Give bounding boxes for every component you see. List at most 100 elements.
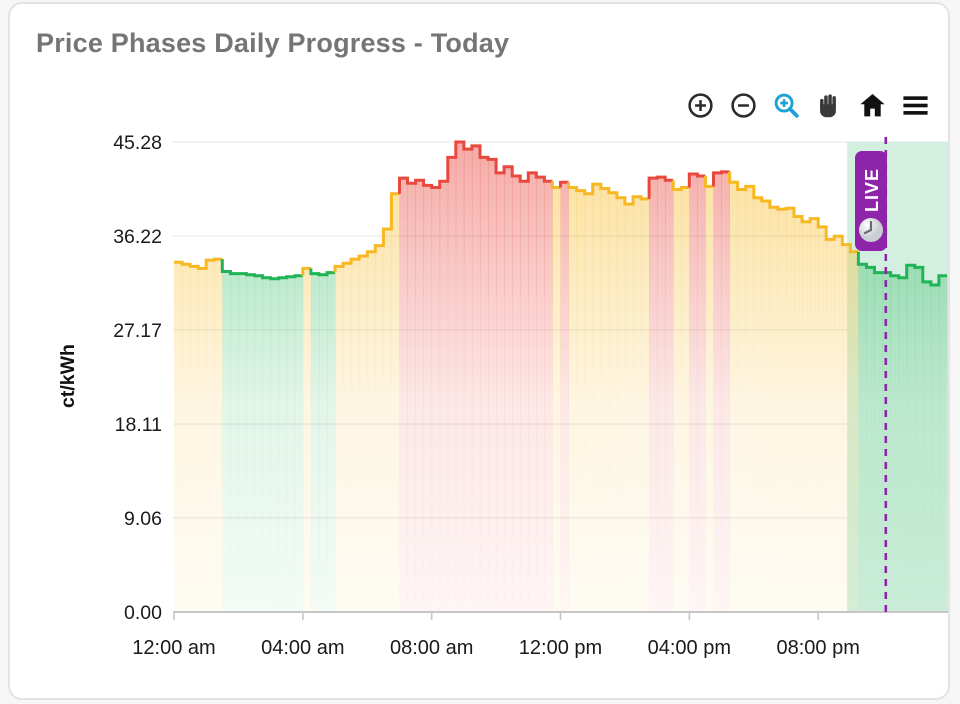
price-step-line-r [647, 175, 674, 199]
x-tick-label: 12:00 am [132, 637, 215, 659]
home-button[interactable] [855, 88, 889, 122]
price-fill-column [785, 208, 795, 612]
price-fill-column [262, 277, 272, 612]
pan-button[interactable] [812, 88, 846, 122]
price-fill-column [383, 228, 392, 612]
price-step-line-y [550, 181, 561, 189]
price-fill-column [689, 173, 698, 612]
chart-toolbar [683, 88, 932, 122]
price-fill-column [673, 189, 682, 613]
menu-button[interactable] [898, 88, 932, 122]
x-tick-label: 08:00 pm [776, 637, 859, 659]
price-fill-column [214, 259, 223, 612]
box-zoom-button[interactable] [769, 88, 803, 122]
price-fill-column [729, 182, 739, 612]
price-fill-column [834, 236, 843, 612]
price-fill-column [512, 176, 521, 612]
x-tick-label: 08:00 am [390, 637, 473, 659]
price-fill-column [230, 273, 239, 612]
price-fill-column [407, 183, 416, 613]
price-fill-column [810, 218, 819, 612]
y-tick-label: 45.28 [113, 132, 162, 154]
price-step-line-y [174, 257, 223, 270]
price-fill-column [842, 244, 851, 612]
price-fill-column [552, 187, 561, 612]
price-step-line-y [567, 182, 650, 206]
price-fill-column [496, 172, 505, 612]
price-fill-column [463, 149, 473, 613]
price-fill-column [794, 216, 803, 612]
price-fill-column [705, 186, 714, 613]
price-fill-column [632, 196, 642, 612]
price-fill-column [415, 180, 425, 612]
price-phases-chart[interactable]: 0.00 9.06 18.11 27.17 36.22 45.28 12:00 am 04:0… [10, 4, 950, 700]
y-axis-title: ct/kWh [57, 344, 79, 408]
price-fill-column [858, 264, 867, 612]
price-fill-column [584, 193, 594, 612]
price-step-line-y [333, 192, 400, 273]
live-badge-label: LIVE [862, 168, 882, 212]
zoom-in-button[interactable] [683, 88, 717, 122]
price-step-line-r [712, 170, 730, 187]
price-fill-column [745, 186, 755, 613]
price-fill-column [246, 274, 255, 612]
price-fill-column [681, 187, 690, 612]
price-fill-column [802, 221, 811, 612]
price-fill-column [310, 273, 320, 612]
price-fill-column [906, 265, 916, 612]
zoom-out-icon [730, 92, 756, 118]
price-fill-column [254, 275, 263, 612]
y-tick-label: 0.00 [124, 602, 162, 624]
price-fill-column [624, 204, 634, 613]
price-fill-column [270, 278, 280, 612]
price-fill-column [592, 184, 602, 612]
price-fill-column [914, 267, 924, 612]
price-fill-column [174, 262, 183, 612]
price-fill-column [560, 182, 569, 612]
price-fill-column [335, 266, 344, 612]
price-fill-column [359, 255, 368, 613]
price-fill-column [649, 178, 658, 613]
price-fill-column [697, 176, 706, 612]
price-fill-column [713, 172, 722, 612]
price-step-line-g [309, 268, 335, 277]
price-fill-column [922, 281, 932, 612]
price-fill-column [326, 272, 336, 612]
price-fill-column [600, 188, 610, 612]
price-fill-column [278, 277, 288, 612]
home-icon [859, 93, 885, 116]
price-fill-column [343, 263, 352, 612]
price-fill-column [616, 197, 626, 613]
price-fill-column [488, 159, 497, 612]
price-fill-column [479, 157, 489, 613]
price-fill-column [576, 190, 586, 612]
price-step-line-y [703, 176, 714, 188]
price-fill-column [777, 209, 787, 613]
price-fill-column [721, 171, 730, 613]
price-fill-column [608, 192, 618, 612]
zoom-out-button[interactable] [726, 88, 760, 122]
price-step-line-g [856, 251, 947, 287]
price-fill-column [930, 285, 940, 612]
price-fill-column [568, 187, 578, 612]
price-fill-column [391, 193, 400, 612]
chart-title: Price Phases Daily Progress - Today [36, 28, 510, 58]
price-fill-column [431, 187, 441, 612]
price-step-line-g [220, 259, 303, 281]
price-fill-column [318, 274, 328, 612]
chart-card: Price Phases Daily Progress - Today [8, 2, 950, 700]
price-fill-column [367, 251, 376, 612]
price-step-line-y [728, 171, 859, 254]
price-fill-column [641, 198, 650, 612]
hand-icon [819, 93, 836, 117]
price-fill-column [737, 189, 747, 613]
price-step-line-r [559, 180, 569, 188]
price-fill-column [898, 277, 908, 612]
price-step-line-r [398, 140, 553, 194]
price-fill-column [536, 177, 545, 612]
price-fill-column [769, 207, 779, 612]
price-fill-column [447, 157, 457, 613]
magnifier-icon [774, 93, 799, 118]
price-fill-column [850, 251, 859, 612]
price-fill-column [874, 272, 883, 612]
